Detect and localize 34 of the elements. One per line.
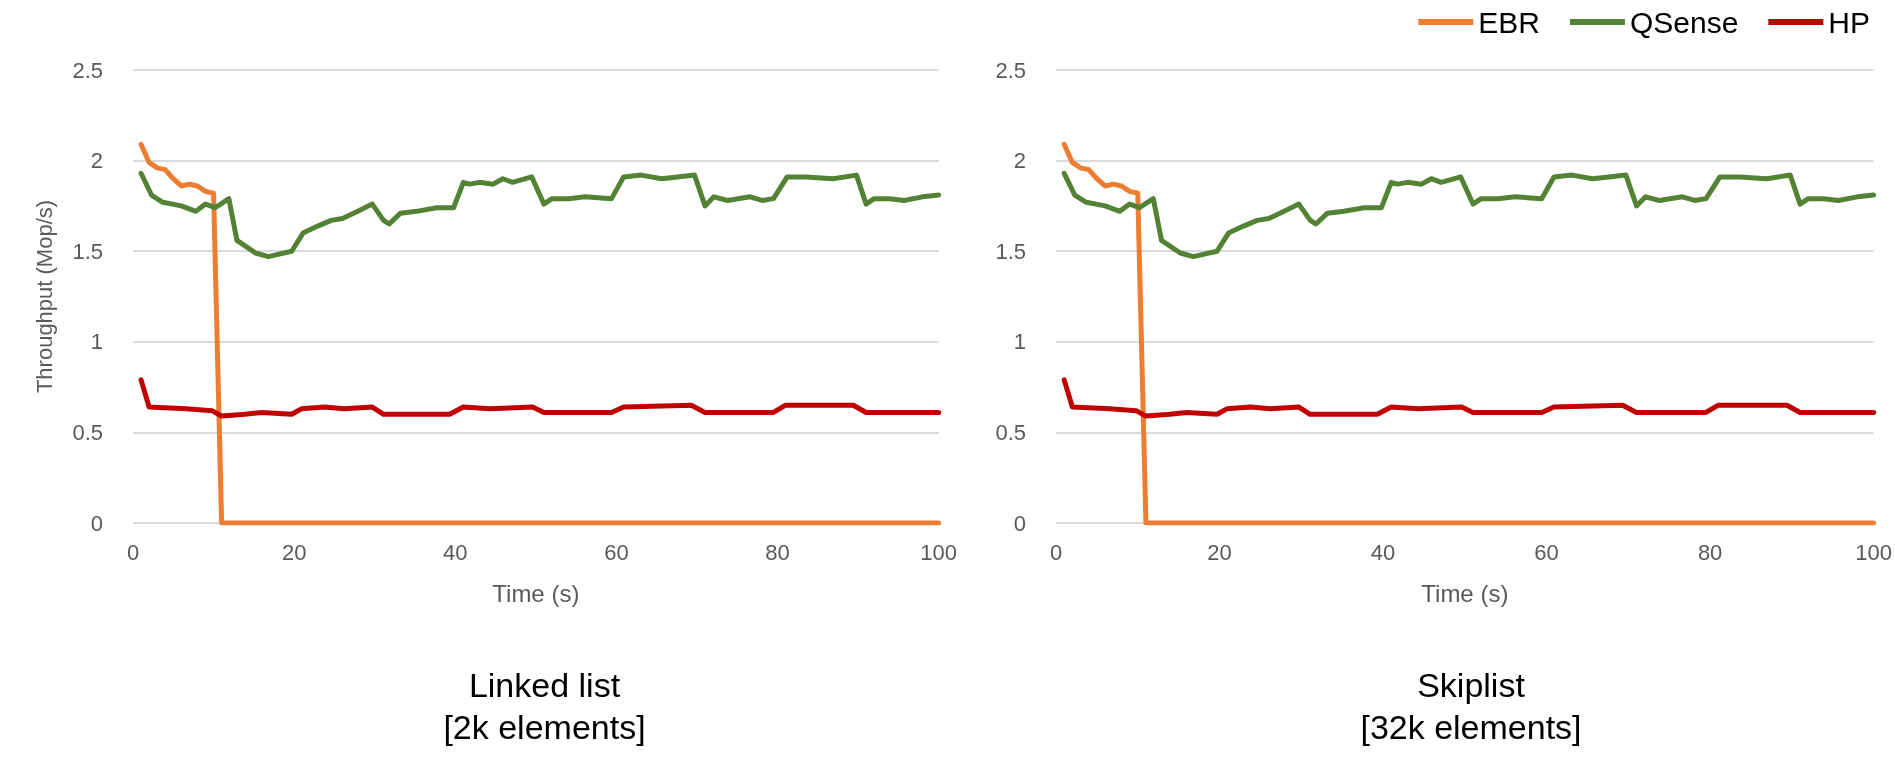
y-tick-label: 1 <box>1013 329 1026 355</box>
legend-label: HP <box>1828 5 1871 39</box>
x-tick-label: 60 <box>1534 539 1559 565</box>
x-tick-label: 80 <box>765 539 790 565</box>
x-axis-title: Time (s) <box>1421 579 1509 607</box>
text: Linked list <box>468 666 621 704</box>
y-tick-label: 2.5 <box>995 57 1026 83</box>
x-tick-label: 40 <box>1370 539 1396 565</box>
x-tick-label: 100 <box>920 539 958 565</box>
y-tick-label: 1.5 <box>995 238 1026 264</box>
y-tick-label: 2 <box>1013 148 1026 174</box>
x-tick-label: 60 <box>604 539 629 565</box>
y-tick-label: 0.5 <box>995 419 1026 445</box>
legend-label: EBR <box>1478 5 1540 39</box>
y-tick-label: 1 <box>90 329 103 355</box>
text: Skiplist <box>1417 666 1526 704</box>
y-tick-label: 2 <box>90 148 103 174</box>
x-tick-label: 40 <box>443 539 468 565</box>
x-tick-label: 100 <box>1855 539 1893 565</box>
y-tick-label: 0.5 <box>72 419 103 445</box>
x-tick-label: 0 <box>1049 539 1063 565</box>
x-axis-title: Time (s) <box>492 579 580 607</box>
y-tick-label: 1.5 <box>72 238 103 264</box>
x-tick-label: 80 <box>1697 539 1723 565</box>
y-tick-label: 0 <box>1013 510 1026 536</box>
text: [32k elements] <box>1360 708 1582 746</box>
legend-label: QSense <box>1629 5 1739 39</box>
y-axis-title: Throughput (Mop/s) <box>31 199 57 394</box>
x-tick-label: 0 <box>126 539 140 565</box>
y-tick-label: 2.5 <box>72 57 103 83</box>
x-tick-label: 20 <box>281 539 307 565</box>
y-tick-label: 0 <box>90 510 103 536</box>
x-tick-label: 20 <box>1207 539 1232 565</box>
text: [2k elements] <box>443 708 646 746</box>
